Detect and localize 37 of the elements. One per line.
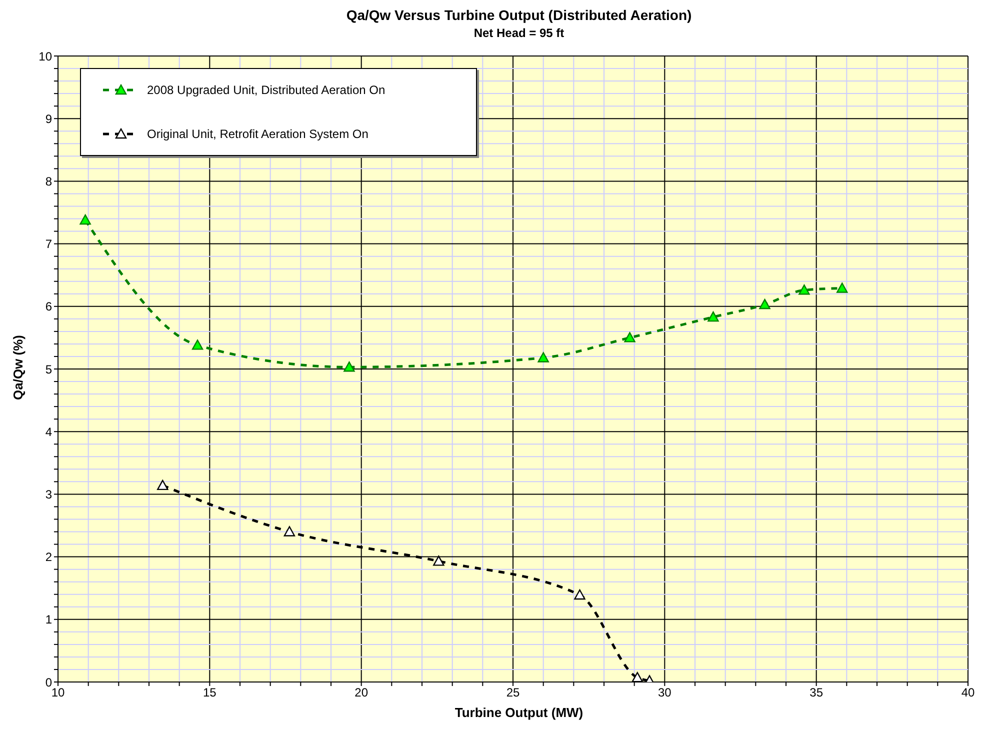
x-axis-title: Turbine Output (MW) — [454, 705, 584, 720]
point — [157, 480, 168, 490]
x-tick-label: 20 — [354, 686, 368, 700]
y-tick-label: 7 — [45, 237, 52, 252]
point — [759, 298, 770, 310]
point — [192, 340, 204, 350]
point — [798, 284, 810, 295]
y-tick-label: 6 — [45, 300, 52, 314]
y-tick-label: 2 — [45, 550, 52, 564]
x-tick-label: 40 — [961, 686, 975, 700]
point — [80, 214, 91, 225]
y-tick-label: 10 — [38, 49, 52, 64]
y-tick-label: 4 — [45, 424, 52, 439]
y-tick-label: 5 — [45, 362, 52, 376]
point — [433, 556, 444, 566]
x-tick-label: 15 — [202, 686, 217, 700]
point — [284, 526, 296, 536]
y-tick-label: 1 — [45, 612, 52, 627]
point — [574, 589, 586, 600]
point — [836, 282, 848, 293]
point — [708, 311, 719, 322]
legend-label: 2008 Upgraded Unit, Distributed Aeration On — [147, 83, 386, 97]
point — [632, 672, 643, 682]
legend-label: Original Unit, Retrofit Aeration System On — [147, 127, 368, 141]
y-tick-label: 8 — [45, 174, 52, 188]
point — [538, 352, 549, 362]
y-axis-title: Qa/Qw (%) — [10, 334, 26, 402]
y-tick-label: 9 — [45, 112, 52, 126]
chart-title: Qa/Qw Versus Turbine Output (Distributed Aeration) — [345, 7, 693, 23]
chart-subtitle: Net Head = 95 ft — [472, 26, 566, 40]
y-tick-label: 3 — [45, 487, 52, 502]
point — [344, 362, 355, 372]
x-tick-label: 30 — [658, 686, 672, 700]
y-tick-label: 0 — [45, 675, 52, 690]
x-tick-label: 35 — [810, 686, 824, 700]
x-tick-label: 25 — [506, 686, 520, 700]
point — [624, 332, 636, 342]
